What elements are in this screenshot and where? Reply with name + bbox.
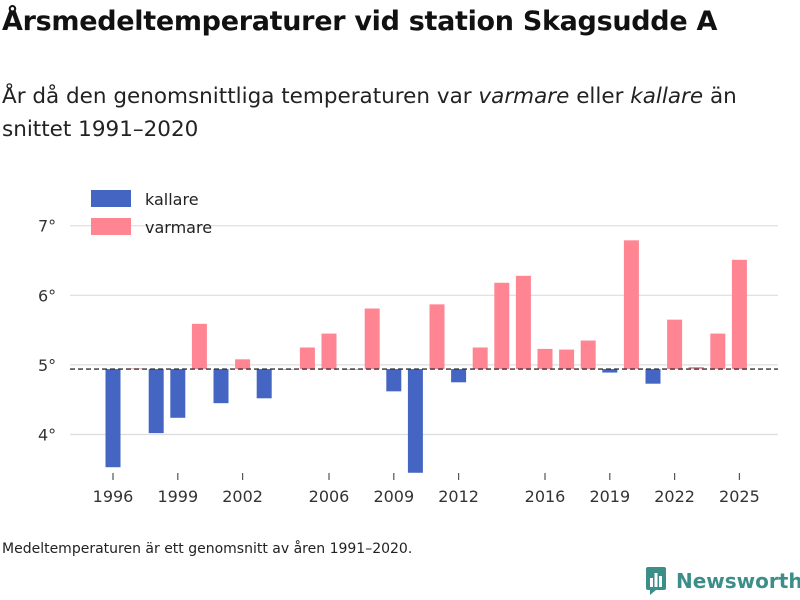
grid-layer (70, 225, 778, 436)
y-tick-label: 7° (38, 217, 56, 236)
chart-subtitle: År då den genomsnittliga temperaturen va… (2, 80, 792, 146)
y-tick-label: 5° (38, 356, 56, 375)
bar-2023 (688, 366, 704, 370)
bar-2022 (667, 319, 683, 370)
chart-title: Årsmedeltemperaturer vid station Skagsud… (2, 6, 718, 37)
x-tick-label: 2002 (222, 487, 263, 506)
bar-2018 (580, 340, 596, 370)
subtitle-cold-word: kallare (630, 84, 704, 109)
bar-2009 (386, 369, 402, 392)
legend: kallare varmare (91, 190, 212, 237)
bar-2020 (623, 240, 639, 370)
bar-1999 (170, 369, 186, 418)
bar-chart-icon (646, 567, 666, 595)
subtitle-text-2: eller (569, 84, 631, 109)
newsworthy-logo[interactable]: Newsworthy (644, 566, 800, 596)
legend-swatch-varmare (91, 218, 131, 235)
bar-2024 (710, 333, 726, 370)
legend-label-kallare: kallare (145, 190, 199, 209)
bar-2016 (537, 348, 553, 370)
bar-2013 (472, 347, 488, 370)
footnote: Medeltemperaturen är ett genomsnitt av å… (2, 541, 413, 557)
x-tick-label: 2019 (589, 487, 630, 506)
legend-swatch-kallare (91, 190, 131, 207)
x-tick-label: 2012 (438, 487, 479, 506)
x-tick-label: 2025 (719, 487, 760, 506)
x-tick-label: 2006 (309, 487, 350, 506)
x-tick-label: 1999 (157, 487, 198, 506)
bar-2001 (213, 369, 229, 404)
legend-label-varmare: varmare (145, 218, 212, 237)
y-tick-label: 6° (38, 286, 56, 305)
temperature-bar-chart: 4° 5° 6° 7° 1996 1999 2002 2006 2009 2012 2016 2019… (38, 190, 778, 506)
bar-2010 (407, 369, 423, 473)
bar-2004 (278, 369, 294, 370)
subtitle-text-3: än snittet 1991–2020 (2, 84, 737, 142)
bar-2000 (191, 323, 207, 370)
bar-2019 (602, 369, 618, 373)
bar-2014 (494, 282, 510, 370)
bar-layer (105, 240, 747, 473)
x-tick-label: 2022 (654, 487, 695, 506)
bar-2011 (429, 304, 445, 370)
x-tick-label: 2016 (525, 487, 566, 506)
y-tick-label: 4° (38, 426, 56, 445)
brand-name: Newsworthy (676, 569, 800, 593)
x-tick-label: 1996 (93, 487, 134, 506)
bar-2002 (235, 359, 251, 370)
bar-2003 (256, 369, 272, 399)
subtitle-warm-word: varmare (478, 84, 570, 109)
bar-2012 (451, 369, 467, 383)
bar-2025 (731, 259, 747, 370)
bar-2008 (364, 308, 380, 370)
subtitle-text-1: År då den genomsnittliga temperaturen va… (2, 84, 479, 109)
x-tick-label: 2009 (373, 487, 414, 506)
bar-2005 (299, 347, 315, 370)
bar-1998 (148, 369, 164, 434)
bar-2006 (321, 333, 337, 370)
bar-2017 (559, 349, 575, 370)
axis-layer: 4° 5° 6° 7° 1996 1999 2002 2006 2009 2012 2016 2019… (38, 217, 778, 506)
bar-2021 (645, 369, 661, 384)
bar-2015 (515, 275, 531, 370)
bar-1996 (105, 369, 121, 468)
